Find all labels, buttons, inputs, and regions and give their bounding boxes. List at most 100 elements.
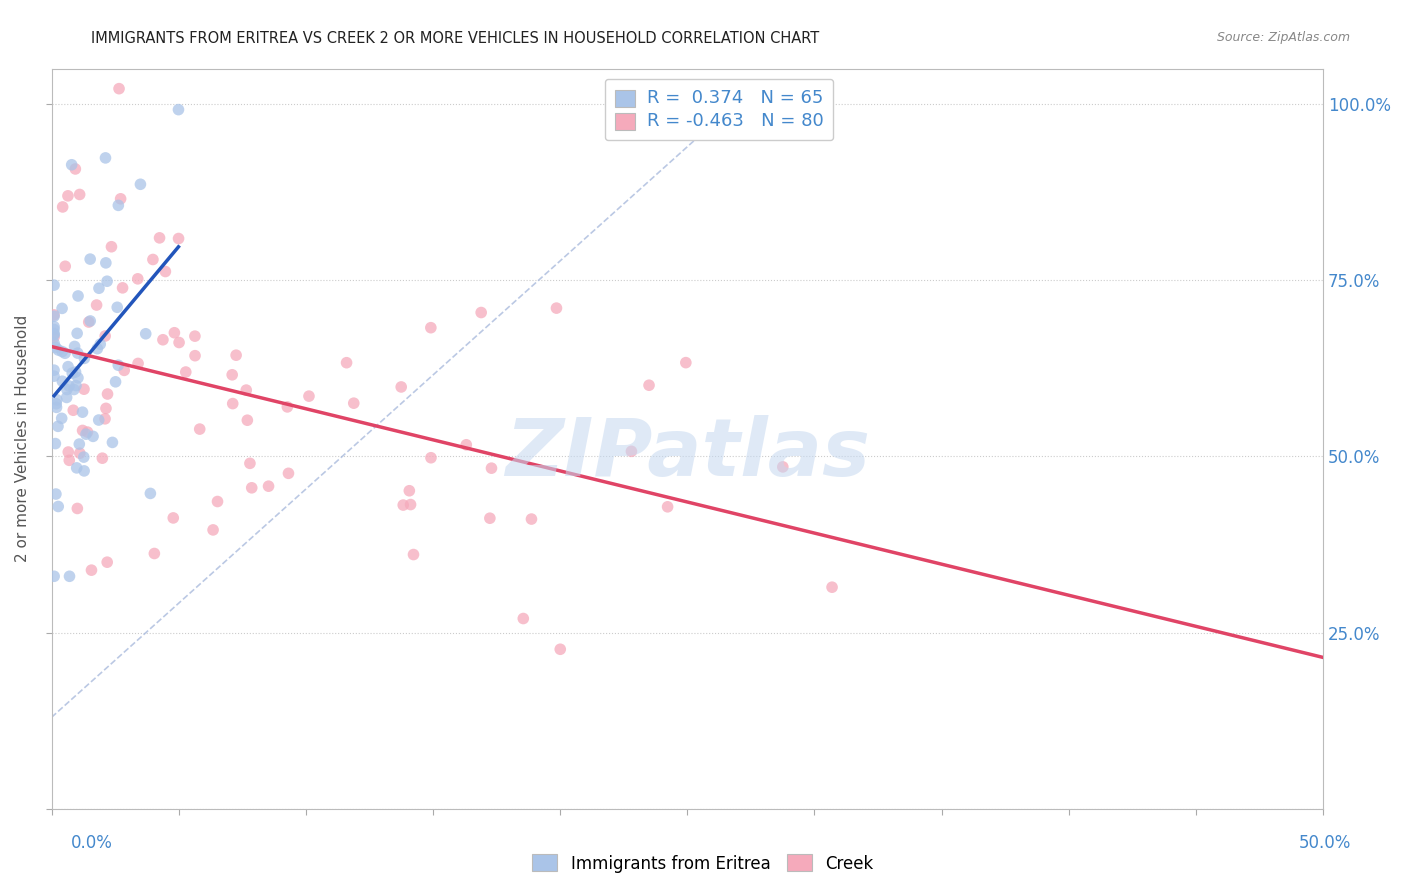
Point	[79, 314, 101, 328]
Point	[167, 231, 190, 245]
Point	[51, 344, 73, 359]
Point	[96, 387, 118, 401]
Point	[110, 192, 132, 206]
Point	[155, 264, 177, 278]
Point	[638, 378, 661, 392]
Point	[481, 461, 503, 475]
Point	[52, 200, 75, 214]
Point	[657, 500, 679, 514]
Point	[207, 494, 229, 508]
Point	[142, 252, 165, 267]
Legend: R =  0.374   N = 65, R = -0.463   N = 80: R = 0.374 N = 65, R = -0.463 N = 80	[605, 79, 832, 140]
Point	[399, 498, 422, 512]
Point	[45, 397, 67, 411]
Point	[620, 444, 643, 458]
Point	[419, 320, 441, 334]
Point	[53, 260, 76, 274]
Point	[162, 511, 184, 525]
Point	[58, 379, 80, 393]
Point	[58, 569, 80, 583]
Point	[63, 383, 86, 397]
Point	[55, 391, 77, 405]
Point	[58, 445, 80, 459]
Point	[66, 326, 89, 341]
Point	[392, 498, 415, 512]
Point	[76, 425, 98, 439]
Point	[63, 339, 86, 353]
Point	[72, 424, 94, 438]
Point	[202, 523, 225, 537]
Point	[276, 400, 298, 414]
Point	[94, 412, 117, 426]
Point	[45, 341, 67, 355]
Point	[77, 315, 100, 329]
Point	[112, 363, 135, 377]
Point	[87, 413, 110, 427]
Point	[42, 336, 65, 351]
Point	[143, 547, 166, 561]
Point	[65, 378, 87, 392]
Point	[277, 467, 299, 481]
Point	[60, 158, 83, 172]
Point	[520, 512, 543, 526]
Point	[772, 459, 794, 474]
Point	[42, 330, 65, 344]
Point	[73, 450, 96, 464]
Point	[184, 349, 207, 363]
Point	[675, 356, 697, 370]
Point	[108, 81, 131, 95]
Text: ZIPatlas: ZIPatlas	[505, 415, 870, 492]
Point	[821, 580, 844, 594]
Point	[66, 461, 89, 475]
Point	[82, 429, 104, 443]
Point	[96, 555, 118, 569]
Point	[96, 274, 118, 288]
Text: Source: ZipAtlas.com: Source: ZipAtlas.com	[1216, 31, 1350, 45]
Point	[389, 380, 412, 394]
Point	[402, 548, 425, 562]
Point	[75, 427, 97, 442]
Point	[398, 483, 420, 498]
Point	[107, 358, 129, 372]
Point	[100, 240, 122, 254]
Point	[45, 392, 67, 407]
Point	[51, 301, 73, 316]
Point	[94, 329, 117, 343]
Point	[420, 450, 443, 465]
Point	[65, 365, 87, 379]
Point	[60, 366, 83, 380]
Point	[66, 371, 89, 385]
Point	[548, 642, 571, 657]
Legend: Immigrants from Eritrea, Creek: Immigrants from Eritrea, Creek	[526, 847, 880, 880]
Point	[42, 322, 65, 336]
Point	[79, 252, 101, 266]
Point	[470, 305, 492, 319]
Point	[87, 281, 110, 295]
Point	[46, 500, 69, 514]
Point	[235, 383, 257, 397]
Point	[65, 161, 87, 176]
Point	[56, 359, 79, 374]
Point	[45, 401, 67, 415]
Point	[104, 375, 127, 389]
Point	[42, 326, 65, 341]
Point	[86, 342, 108, 356]
Point	[73, 464, 96, 478]
Point	[152, 333, 174, 347]
Point	[239, 456, 262, 470]
Point	[53, 346, 76, 360]
Point	[240, 481, 263, 495]
Point	[94, 256, 117, 270]
Point	[257, 479, 280, 493]
Point	[69, 446, 91, 460]
Point	[188, 422, 211, 436]
Point	[42, 308, 65, 322]
Point	[44, 327, 66, 342]
Text: 50.0%: 50.0%	[1298, 834, 1351, 852]
Point	[335, 356, 357, 370]
Point	[66, 501, 89, 516]
Point	[44, 569, 66, 583]
Point	[222, 396, 245, 410]
Point	[236, 413, 259, 427]
Point	[94, 401, 117, 416]
